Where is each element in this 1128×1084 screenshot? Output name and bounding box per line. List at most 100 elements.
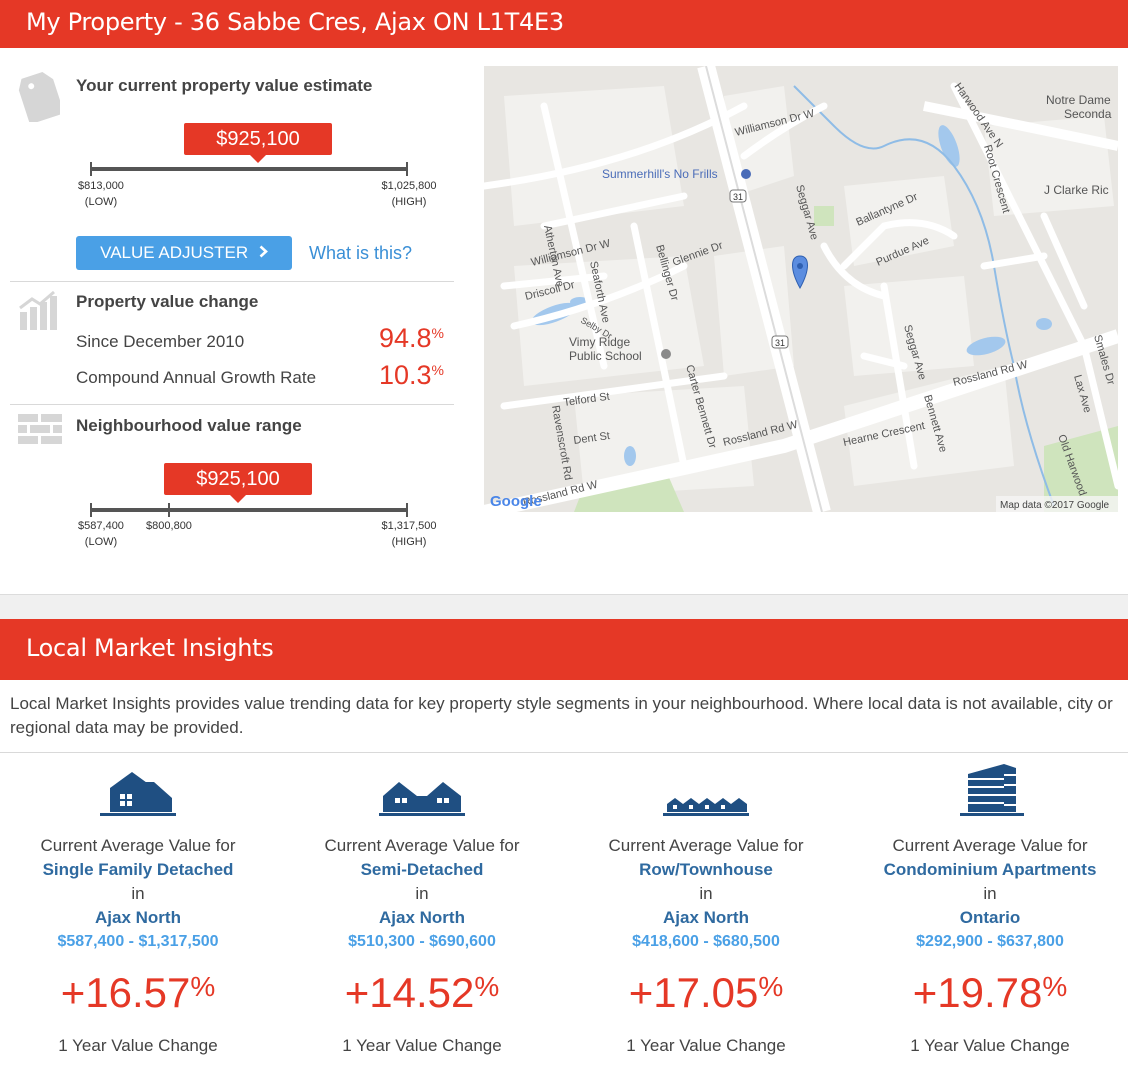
map-poi-label: Seconda [1064,107,1112,121]
estimate-range-bar [90,167,408,171]
neighbourhood-mid-value: $800,800 [146,520,192,532]
since-number: 94.8 [378,323,432,353]
lmi-header: Local Market Insights [0,619,1128,680]
lmi-range: $292,900 - $637,800 [916,933,1064,950]
neighbourhood-high-tag: (HIGH) [391,536,427,548]
cagr-number: 10.3 [378,360,432,390]
lmi-change-number: +16.57 [60,969,191,1016]
price-tag-icon [18,72,65,127]
property-title: My Property - 36 Sabbe Cres, Ajax ON L1T… [26,8,564,36]
lmi-column-condo: Current Average Value for Condominium Ap… [860,760,1120,1058]
percent-sign: % [474,971,500,1002]
location-pin-icon[interactable] [792,255,808,290]
lmi-change-number: +17.05 [628,969,759,1016]
google-logo: Google [490,493,542,510]
lmi-prefix: Current Average Value for [608,836,804,855]
lmi-area: Ajax North [95,908,181,927]
estimate-title: Your current property value estimate [76,76,373,95]
map-label: Dent St [573,430,611,447]
since-value: 94.8% [379,323,444,354]
lmi-title: Local Market Insights [26,634,274,662]
lmi-change: +19.78% [860,968,1120,1018]
highway-shield-label: 31 [733,192,743,202]
neighbourhood-high-label: $1,317,500 (HIGH) [374,518,444,550]
neighbourhood-mid-tick [168,503,170,517]
lmi-prefix: Current Average Value for [324,836,520,855]
lmi-range: $418,600 - $680,500 [632,933,780,950]
detached-house-icon [8,760,268,820]
percent-sign: % [431,325,444,341]
lmi-footer: 1 Year Value Change [58,1036,218,1055]
lmi-property-type: Single Family Detached [42,860,234,879]
neighbourhood-low-label: $587,400 (LOW) [70,518,132,550]
value-change-title: Property value change [76,292,259,311]
lmi-in: in [699,884,713,903]
lmi-change: +16.57% [8,968,268,1018]
map-poi-label: Summerhill's No Frills [602,167,718,181]
estimate-high-tag: (HIGH) [391,196,427,208]
lmi-footer: 1 Year Value Change [626,1036,786,1055]
lmi-change: +14.52% [292,968,552,1018]
neighbourhood-low-tag: (LOW) [84,536,118,548]
highway-shield-label: 31 [775,338,785,348]
condo-building-icon [860,760,1120,820]
lmi-in: in [131,884,145,903]
estimate-low-tick [90,162,92,176]
neighbourhood-range-bar [90,508,408,512]
section-divider [10,404,454,405]
estimate-high-value: $1,025,800 [381,180,437,192]
neighbourhood-low-tick [90,503,92,517]
map-poi-label: Vimy Ridge [569,335,630,349]
estimate-low-value: $813,000 [78,180,124,192]
lmi-property-type: Row/Townhouse [639,860,773,879]
lmi-in: in [415,884,429,903]
lmi-area: Ontario [959,908,1021,927]
lmi-footer: 1 Year Value Change [342,1036,502,1055]
map-poi-label: J Clarke Ric [1044,183,1109,197]
property-map[interactable]: 31 31 Williamson Dr W Williamson Dr W Ro… [484,66,1118,512]
since-label: Since December 2010 [76,332,245,351]
neighbourhood-high-tick [406,503,408,517]
lmi-footer: 1 Year Value Change [910,1036,1070,1055]
lmi-prefix: Current Average Value for [892,836,1088,855]
estimate-low-tag: (LOW) [84,196,118,208]
section-separator [0,594,1128,619]
cagr-label: Compound Annual Growth Rate [76,368,317,387]
semi-detached-icon [292,760,552,820]
chevron-right-icon [259,236,268,270]
estimate-high-tick [406,162,408,176]
estimate-low-label: $813,000 (LOW) [70,178,132,210]
value-adjuster-button[interactable]: VALUE ADJUSTER [76,236,292,270]
neighbourhood-mid-label: $800,800 [138,518,200,534]
townhouse-icon [576,760,836,820]
what-is-this-link[interactable]: What is this? [309,243,413,263]
map-poi-label: Notre Dame [1046,93,1111,107]
estimate-high-label: $1,025,800 (HIGH) [374,178,444,210]
percent-sign: % [190,971,216,1002]
neighbourhood-title: Neighbourhood value range [76,416,302,435]
lmi-property-type: Condominium Apartments [883,860,1097,879]
map-credit: Map data ©2017 Google [1000,500,1110,511]
lmi-change-number: +14.52 [344,969,475,1016]
growth-chart-icon [18,290,58,337]
lmi-change: +17.05% [576,968,836,1018]
percent-sign: % [1042,971,1068,1002]
lmi-area: Ajax North [379,908,465,927]
lmi-change-number: +19.78 [912,969,1043,1016]
percent-sign: % [431,362,444,378]
lmi-range: $587,400 - $1,317,500 [57,933,219,950]
percent-sign: % [758,971,784,1002]
neighbourhood-low-value: $587,400 [78,520,124,532]
lmi-prefix: Current Average Value for [40,836,236,855]
estimate-value-bubble: $925,100 [184,123,332,163]
brick-wall-icon [18,414,62,449]
property-header: My Property - 36 Sabbe Cres, Ajax ON L1T… [0,0,1128,48]
neighbourhood-high-value: $1,317,500 [381,520,437,532]
section-divider [10,281,454,282]
lmi-range: $510,300 - $690,600 [348,933,496,950]
cagr-value: 10.3% [379,360,444,391]
map-poi-label: Public School [569,349,642,363]
lmi-column-detached: Current Average Value for Single Family … [8,760,268,1058]
lmi-column-townhouse: Current Average Value for Row/Townhouse … [576,760,836,1058]
neighbourhood-value-bubble: $925,100 [164,463,312,503]
